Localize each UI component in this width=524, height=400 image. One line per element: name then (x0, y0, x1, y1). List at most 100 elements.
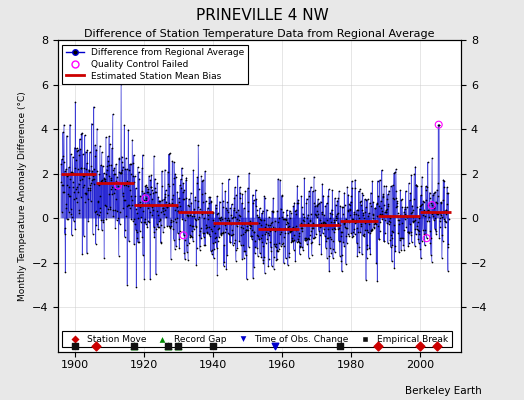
Point (65, 192, 73, 199)
Point (215, 220, 223, 226)
Point (370, 205, 379, 211)
Point (438, 214, 446, 220)
Point (164, 343, 172, 350)
Point (180, 237, 189, 243)
Point (127, 161, 135, 167)
Point (289, 238, 297, 244)
Point (287, 239, 296, 245)
Point (425, 214, 433, 220)
Point (319, 192, 328, 199)
Point (238, 225, 247, 231)
Point (140, 197, 148, 204)
Point (387, 183, 395, 190)
Point (165, 200, 173, 206)
Point (310, 200, 318, 206)
Point (72, 145, 81, 152)
Point (272, 256, 281, 262)
Point (174, 343, 182, 350)
Point (385, 218, 394, 224)
Point (299, 216, 308, 223)
Point (321, 202, 330, 209)
Point (358, 190, 366, 196)
Point (116, 170, 125, 176)
Point (77, 164, 85, 171)
Point (364, 196, 372, 203)
Point (148, 212, 156, 218)
Point (222, 226, 230, 232)
Point (401, 204, 409, 210)
Point (227, 212, 235, 218)
Point (129, 179, 138, 185)
Point (108, 167, 117, 174)
Legend: Station Move, Record Gap, Time of Obs. Change, Empirical Break: Station Move, Record Gap, Time of Obs. C… (62, 331, 452, 348)
Point (285, 250, 293, 256)
Point (381, 230, 389, 237)
Point (310, 234, 319, 240)
Point (345, 218, 353, 225)
Point (230, 240, 238, 247)
Point (170, 175, 179, 182)
Point (376, 198, 385, 204)
Point (344, 231, 352, 237)
Point (195, 206, 204, 212)
Point (123, 203, 131, 210)
Point (148, 196, 157, 202)
Point (354, 212, 362, 218)
Point (274, 207, 282, 214)
Point (138, 165, 146, 172)
Point (367, 226, 376, 233)
Point (270, 254, 278, 260)
Point (215, 234, 223, 240)
Point (181, 217, 190, 223)
Point (169, 192, 178, 198)
Point (298, 225, 307, 231)
Point (112, 217, 121, 224)
Point (167, 222, 176, 229)
Point (371, 218, 379, 225)
Point (437, 200, 445, 206)
Point (209, 209, 217, 215)
Point (355, 244, 363, 250)
Point (64, 172, 72, 178)
Point (103, 153, 112, 159)
Point (136, 219, 145, 225)
Point (379, 202, 388, 209)
Point (255, 220, 263, 226)
Point (269, 195, 277, 202)
Point (162, 214, 170, 220)
Point (362, 277, 370, 283)
Point (412, 226, 421, 232)
Point (119, 190, 128, 197)
Point (408, 209, 416, 215)
Point (377, 212, 386, 218)
Point (206, 194, 214, 200)
Point (79, 151, 87, 158)
Point (217, 230, 226, 237)
Point (144, 204, 152, 211)
Point (96, 192, 105, 199)
Point (64, 191, 72, 197)
Point (233, 244, 242, 251)
Point (149, 224, 158, 230)
Point (92, 221, 101, 228)
Point (340, 220, 348, 226)
Point (364, 212, 373, 219)
Point (246, 225, 255, 231)
Point (223, 199, 232, 205)
Point (315, 221, 323, 228)
Point (67, 210, 75, 217)
Point (72, 194, 80, 201)
Point (393, 200, 401, 206)
Point (128, 137, 137, 143)
Point (414, 228, 423, 234)
Point (84, 186, 92, 193)
Point (278, 214, 287, 221)
Point (324, 225, 332, 232)
Point (363, 254, 371, 261)
Point (401, 216, 409, 222)
Point (129, 159, 137, 166)
Point (70, 188, 79, 195)
Point (425, 195, 434, 201)
Point (224, 176, 233, 183)
Point (236, 232, 245, 238)
